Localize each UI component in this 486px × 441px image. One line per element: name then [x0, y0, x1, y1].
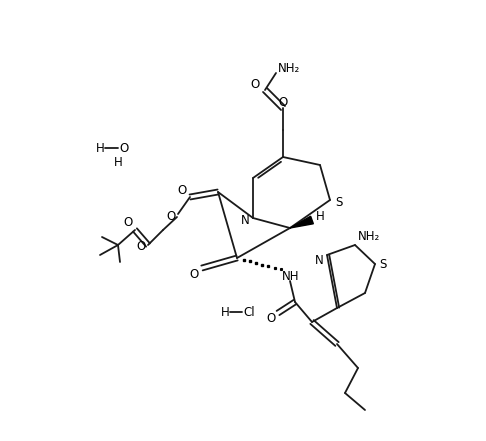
Text: Cl: Cl	[243, 306, 255, 318]
Polygon shape	[290, 216, 313, 228]
Text: O: O	[120, 142, 129, 154]
Text: O: O	[123, 216, 133, 228]
Text: O: O	[278, 97, 288, 109]
Text: NH₂: NH₂	[278, 61, 300, 75]
Text: N: N	[314, 254, 323, 266]
Text: O: O	[166, 209, 175, 223]
Text: H: H	[221, 306, 229, 318]
Text: O: O	[250, 78, 260, 90]
Text: O: O	[177, 183, 187, 197]
Text: H: H	[315, 210, 324, 224]
Text: H: H	[96, 142, 104, 154]
Text: S: S	[379, 258, 387, 270]
Text: O: O	[190, 268, 199, 280]
Text: NH₂: NH₂	[358, 231, 380, 243]
Text: O: O	[266, 313, 276, 325]
Text: O: O	[137, 240, 146, 254]
Text: NH: NH	[282, 269, 300, 283]
Text: H: H	[114, 156, 122, 168]
Text: S: S	[335, 197, 343, 209]
Text: N: N	[241, 213, 249, 227]
